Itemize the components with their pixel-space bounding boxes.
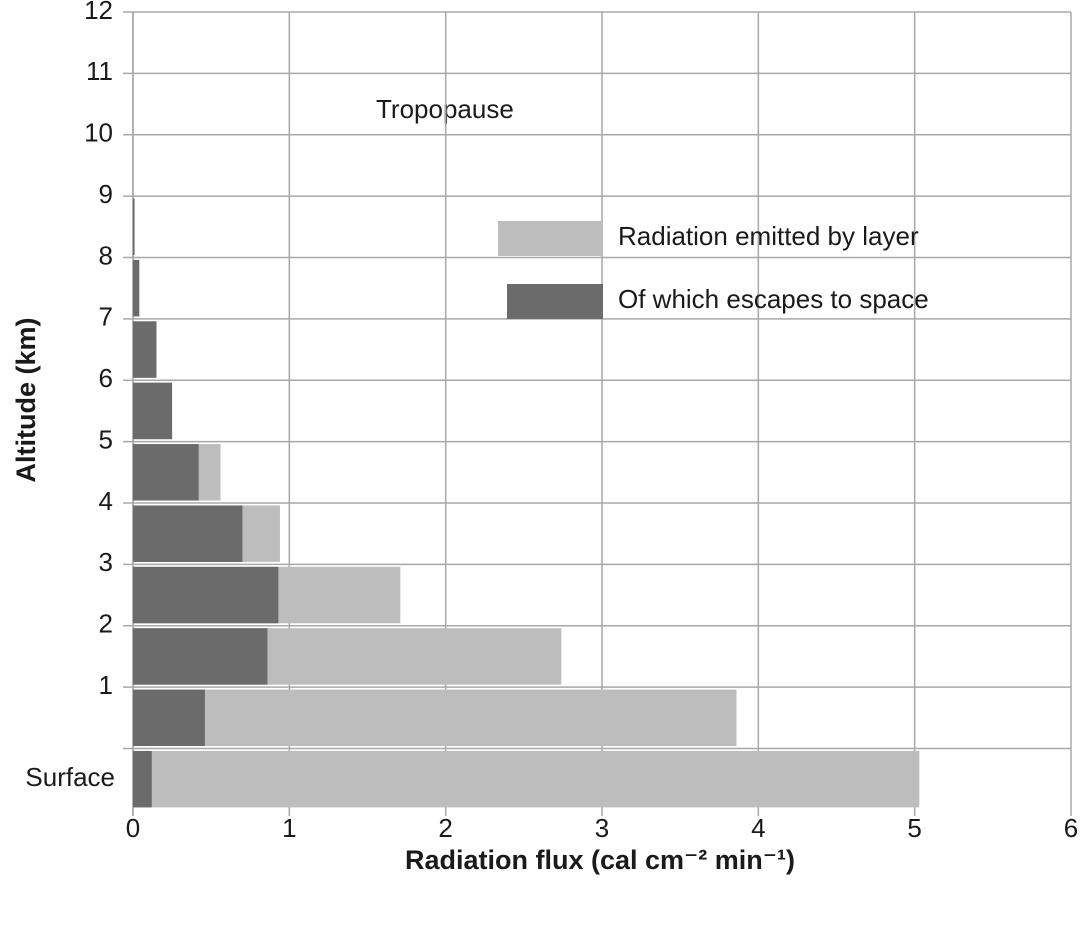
bar [133, 750, 920, 808]
x-tick-label: 3 [595, 813, 609, 843]
y-tick-label: 4 [99, 486, 113, 516]
legend-label: Radiation emitted by layer [618, 221, 919, 251]
y-tick-label: 7 [99, 302, 113, 332]
x-axis-label: Radiation flux (cal cm⁻² min⁻¹) [405, 845, 795, 875]
legend-label: Of which escapes to space [618, 284, 929, 314]
y-tick-label: 11 [86, 56, 113, 86]
bar [133, 689, 205, 747]
x-tick-label: 0 [126, 813, 140, 843]
y-tick-label: 9 [99, 179, 113, 209]
bar [133, 444, 199, 501]
bar [133, 321, 157, 378]
x-tick-label: 2 [438, 813, 452, 843]
y-axis-label: Altitude (km) [11, 318, 41, 483]
annotation: Tropopause [376, 94, 514, 124]
y-tick-label: 2 [99, 609, 113, 639]
x-tick-label: 1 [282, 813, 296, 843]
y-tick-label: 3 [99, 547, 113, 577]
y-tick-label: 6 [99, 363, 113, 393]
y-tick-label: 12 [84, 0, 113, 25]
legend-swatch [507, 284, 603, 319]
bar [133, 382, 173, 440]
y-tick-label: 1 [99, 670, 113, 700]
bar [133, 259, 140, 317]
x-tick-label: 5 [907, 813, 921, 843]
bar [133, 750, 152, 808]
bar [133, 566, 279, 624]
bar [133, 689, 737, 747]
legend-swatch [498, 221, 603, 256]
y-tick-label: 8 [99, 240, 113, 270]
y-tick-label: 10 [84, 118, 113, 148]
bar [133, 198, 135, 256]
x-tick-label: 4 [751, 813, 765, 843]
bar [133, 628, 268, 685]
x-tick-label: 6 [1064, 813, 1078, 843]
y-tick-label: Surface [25, 762, 115, 792]
bar [133, 505, 243, 562]
y-tick-label: 5 [99, 424, 113, 454]
